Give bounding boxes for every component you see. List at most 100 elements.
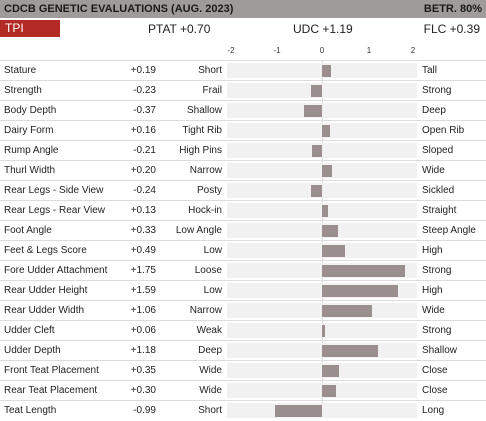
- bar-track: [227, 143, 417, 158]
- bar-track: [227, 243, 417, 258]
- trait-bar: [322, 205, 329, 217]
- low-label: Frail: [202, 85, 222, 96]
- index-row: TPI +2830 PTAT +0.70 UDC +1.19 FLC +0.39: [0, 19, 486, 52]
- trait-bar: [322, 365, 339, 377]
- bar-track: [227, 323, 417, 338]
- trait-value: -0.24: [133, 185, 156, 196]
- trait-name: Dairy Form: [4, 125, 54, 136]
- trait-row: Udder Cleft +0.06 Weak Strong: [0, 320, 486, 341]
- trait-value: -0.21: [133, 145, 156, 156]
- trait-bar: [322, 305, 373, 317]
- flc-value: FLC +0.39: [423, 22, 480, 36]
- trait-row: Teat Length -0.99 Short Long: [0, 400, 486, 421]
- zero-line: [322, 60, 323, 416]
- trait-bar: [322, 325, 325, 337]
- trait-name: Rear Udder Height: [4, 285, 88, 296]
- trait-bar: [322, 345, 379, 357]
- bar-track: [227, 343, 417, 358]
- trait-row: Stature +0.19 Short Tall: [0, 60, 486, 81]
- low-label: Wide: [199, 385, 222, 396]
- udc-value: UDC +1.19: [293, 22, 353, 36]
- trait-row: Rear Teat Placement +0.30 Wide Close: [0, 380, 486, 401]
- trait-value: +1.75: [130, 265, 156, 276]
- trait-row: Rear Udder Height +1.59 Low High: [0, 280, 486, 301]
- trait-value: +0.19: [130, 65, 156, 76]
- header-title: CDCB GENETIC EVALUATIONS (AUG. 2023): [4, 3, 234, 15]
- low-label: Hock-in: [188, 205, 222, 216]
- high-label: Sloped: [422, 145, 454, 156]
- bar-track: [227, 203, 417, 218]
- trait-name: Rump Angle: [4, 145, 59, 156]
- bar-track: [227, 183, 417, 198]
- trait-row: Feet & Legs Score +0.49 Low High: [0, 240, 486, 261]
- axis-tick-label: 1: [366, 46, 372, 55]
- low-label: Wide: [199, 365, 222, 376]
- trait-bar: [310, 185, 322, 197]
- trait-bar: [322, 65, 332, 77]
- trait-name: Rear Udder Width: [4, 305, 85, 316]
- trait-bar: [312, 145, 322, 157]
- trait-row: Fore Udder Attachment +1.75 Loose Strong: [0, 260, 486, 281]
- bar-track: [227, 103, 417, 118]
- reliability-label: BETR. 80%: [423, 3, 482, 15]
- trait-bar: [322, 245, 346, 257]
- bar-track: [227, 163, 417, 178]
- trait-row: Rear Udder Width +1.06 Narrow Wide: [0, 300, 486, 321]
- low-label: Low: [203, 245, 222, 256]
- low-label: Narrow: [189, 165, 222, 176]
- trait-row: Strength -0.23 Frail Strong: [0, 80, 486, 101]
- trait-name: Udder Cleft: [4, 325, 55, 336]
- trait-bar: [311, 85, 322, 97]
- trait-name: Rear Legs - Side View: [4, 185, 104, 196]
- trait-name: Feet & Legs Score: [4, 245, 87, 256]
- trait-row: Rear Legs - Rear View +0.13 Hock-in Straigh…: [0, 200, 486, 221]
- high-label: Tall: [422, 65, 438, 76]
- trait-row: Front Teat Placement +0.35 Wide Close: [0, 360, 486, 381]
- trait-name: Teat Length: [4, 405, 57, 416]
- trait-value: +0.49: [130, 245, 156, 256]
- trait-bar: [322, 165, 332, 177]
- high-label: Long: [422, 405, 445, 416]
- high-label: Open Rib: [422, 125, 465, 136]
- trait-row: Body Depth -0.37 Shallow Deep: [0, 100, 486, 121]
- trait-name: Rear Legs - Rear View: [4, 205, 105, 216]
- ptat-value: PTAT +0.70: [148, 22, 211, 36]
- trait-name: Udder Depth: [4, 345, 61, 356]
- low-label: Loose: [194, 265, 222, 276]
- high-label: Close: [422, 385, 448, 396]
- bar-track: [227, 223, 417, 238]
- trait-value: +0.35: [130, 365, 156, 376]
- bar-track: [227, 123, 417, 138]
- trait-row: Thurl Width +0.20 Narrow Wide: [0, 160, 486, 181]
- trait-bar: [322, 285, 398, 297]
- low-label: Deep: [198, 345, 222, 356]
- trait-row: Rump Angle -0.21 High Pins Sloped: [0, 140, 486, 161]
- high-label: Steep Angle: [422, 225, 476, 236]
- trait-name: Front Teat Placement: [4, 365, 99, 376]
- trait-value: +0.33: [130, 225, 156, 236]
- axis-tick-label: 2: [410, 46, 416, 55]
- low-label: Low Angle: [175, 225, 222, 236]
- high-label: High: [422, 285, 443, 296]
- low-label: Narrow: [189, 305, 222, 316]
- low-label: Shallow: [186, 105, 222, 116]
- high-label: Shallow: [422, 345, 458, 356]
- low-label: Low: [203, 285, 222, 296]
- trait-bar: [322, 265, 406, 277]
- high-label: Close: [422, 365, 448, 376]
- trait-bar: [304, 105, 322, 117]
- bar-track: [227, 363, 417, 378]
- trait-name: Strength: [4, 85, 42, 96]
- trait-value: -0.23: [133, 85, 156, 96]
- low-label: Posty: [196, 185, 222, 196]
- trait-value: +1.18: [130, 345, 156, 356]
- header-bar: CDCB GENETIC EVALUATIONS (AUG. 2023) BET…: [0, 0, 486, 18]
- high-label: High: [422, 245, 443, 256]
- low-label: Short: [198, 65, 222, 76]
- trait-value: +0.16: [130, 125, 156, 136]
- bar-track: [227, 303, 417, 318]
- trait-value: +1.06: [130, 305, 156, 316]
- trait-value: +0.20: [130, 165, 156, 176]
- axis-tick-label: 0: [319, 46, 325, 55]
- high-label: Strong: [422, 85, 452, 96]
